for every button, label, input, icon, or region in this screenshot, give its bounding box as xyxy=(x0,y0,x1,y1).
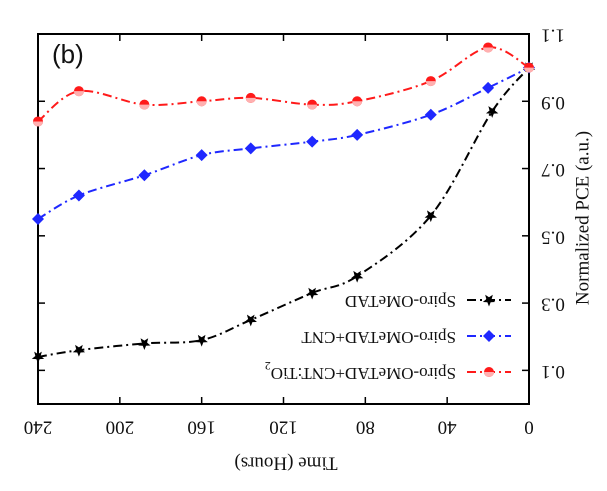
series-2-point-9 xyxy=(33,116,43,127)
series-0-point-6 xyxy=(195,334,208,347)
y-tick-label-3: 0.7 xyxy=(541,159,565,180)
y-tick-labels: 0.1 0.3 0.5 0.7 0.9 1.1 xyxy=(541,25,565,382)
series-2-point-0 xyxy=(524,62,534,73)
x-tick-label-6: 240 xyxy=(24,417,53,438)
marker-layer xyxy=(31,42,536,364)
panel-label: (b) xyxy=(52,39,84,69)
legend-marker-1 xyxy=(483,330,495,342)
series-2-point-8 xyxy=(73,86,84,97)
series-2-point-5 xyxy=(245,92,256,103)
y-tick-label-4: 0.9 xyxy=(541,92,565,113)
series-1-point-2 xyxy=(424,108,437,121)
series-line-0 xyxy=(37,66,530,358)
series-line-2 xyxy=(37,46,530,123)
axis-ticks xyxy=(37,33,530,404)
y-axis-title-group: Normalized PCE (a.u.) xyxy=(572,131,593,305)
series-0-point-9 xyxy=(31,351,45,364)
series-1-point-7 xyxy=(138,169,151,182)
series-1-point-4 xyxy=(306,135,319,148)
series-0-point-8 xyxy=(72,344,86,357)
series-1-point-3 xyxy=(351,128,364,141)
series-2-point-7 xyxy=(139,99,150,110)
x-tick-label-2: 80 xyxy=(356,417,375,438)
series-0-point-4 xyxy=(305,287,319,300)
y-tick-label-5: 1.1 xyxy=(541,25,565,46)
series-1-point-1 xyxy=(482,81,495,94)
legend-item-1: Spiro-OMeTAD+CNT xyxy=(301,328,511,347)
x-tick-label-1: 40 xyxy=(438,417,457,438)
series-2-point-2 xyxy=(425,76,436,87)
series-2-point-3 xyxy=(352,96,363,107)
plot-frame xyxy=(37,33,530,405)
x-tick-label-0: 0 xyxy=(524,417,534,438)
series-layer xyxy=(37,46,530,358)
x-tick-labels: 0 40 80 120 160 200 240 xyxy=(24,417,534,438)
series-1-point-6 xyxy=(195,149,208,162)
series-2-point-1 xyxy=(483,42,494,53)
series-0-point-5 xyxy=(244,314,257,327)
y-axis-title: Normalized PCE (a.u.) xyxy=(572,131,593,305)
y-tick-label-2: 0.5 xyxy=(541,226,565,247)
series-2-point-4 xyxy=(307,99,318,110)
series-0-point-2 xyxy=(424,210,437,223)
legend-item-0: Spiro-OMeTAD xyxy=(345,292,511,311)
x-tick-label-3: 120 xyxy=(269,417,298,438)
series-0-point-3 xyxy=(350,270,364,283)
y-tick-label-0: 0.1 xyxy=(541,361,565,382)
x-tick-label-5: 200 xyxy=(106,417,135,438)
legend-label-2: Spiro-OMeTAD+CNT:TiO2 xyxy=(265,359,456,383)
y-tick-label-1: 0.3 xyxy=(541,294,565,315)
legend-marker-2 xyxy=(484,367,494,377)
legend-label-1: Spiro-OMeTAD+CNT xyxy=(301,328,456,347)
x-axis-title-group: Time (Hours) xyxy=(234,453,337,474)
legend-item-2: Spiro-OMeTAD+CNT:TiO2 xyxy=(265,359,511,383)
series-1-point-9 xyxy=(32,213,44,225)
series-line-1 xyxy=(37,66,530,220)
legend: Spiro-OMeTAD Spiro-OMeTAD+CNT Spiro-OMeTAD… xyxy=(265,292,511,383)
x-axis-title: Time (Hours) xyxy=(234,453,337,474)
series-1-point-8 xyxy=(72,189,85,202)
legend-marker-0 xyxy=(482,294,496,307)
x-tick-label-4: 160 xyxy=(187,417,216,438)
series-1-point-5 xyxy=(244,142,257,155)
series-0-point-7 xyxy=(138,338,151,350)
series-0-point-1 xyxy=(485,106,499,118)
series-2-point-6 xyxy=(196,96,207,107)
legend-label-0: Spiro-OMeTAD xyxy=(345,292,456,311)
